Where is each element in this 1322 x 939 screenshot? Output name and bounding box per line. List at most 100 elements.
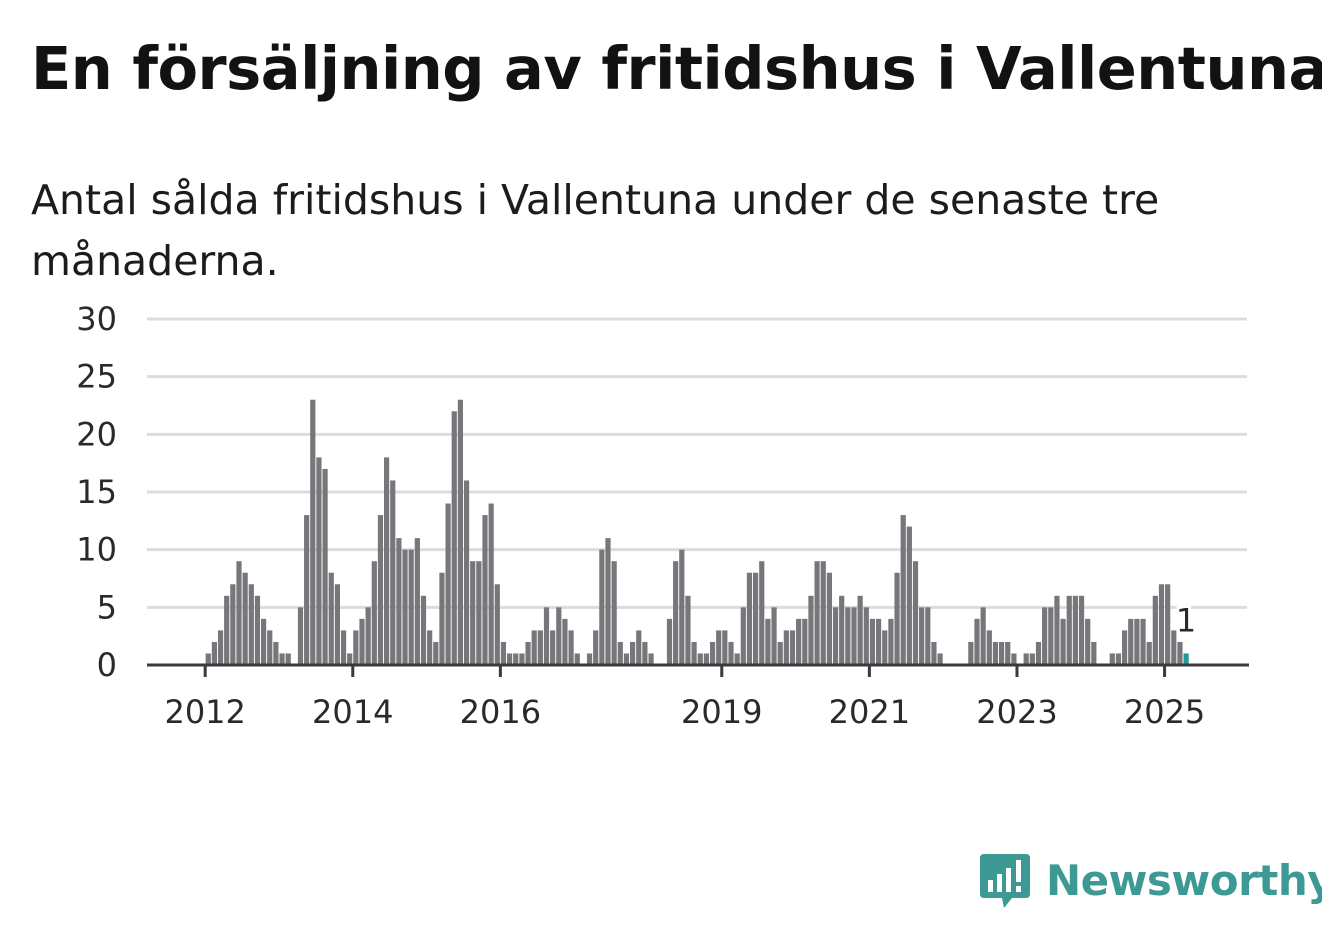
bar [470,561,476,665]
y-tick-label-15: 15 [76,473,117,511]
bar [611,561,617,665]
bar [236,561,242,665]
bar [876,618,882,665]
bar [550,630,556,665]
bar [390,480,396,665]
brand-name: Newsworthy [1046,855,1322,905]
bar [562,618,568,665]
bar [1177,641,1183,665]
bar [525,641,531,665]
bar [482,515,488,665]
bar [304,515,310,665]
bar [673,561,679,665]
bar [820,561,826,665]
bar [297,607,304,665]
x-axis: 2012 2014 2016 2019 2021 2023 2025 [164,665,1205,731]
x-tick-label-2019: 2019 [681,693,762,731]
bar [254,595,261,665]
bar [999,641,1005,665]
bar [414,538,420,665]
bar [777,641,783,665]
bar [802,618,808,665]
bar [556,607,562,665]
bar [1060,618,1066,665]
bar [1140,618,1146,665]
bar [507,653,513,665]
bar [340,630,347,665]
bar [771,607,777,665]
bar [968,641,974,665]
bar [666,618,673,665]
y-tick-label-20: 20 [76,415,117,453]
bar [722,630,728,665]
bar [980,607,986,665]
bar [261,618,267,665]
bar [433,641,439,665]
bar [832,607,839,665]
gridlines [147,317,1247,609]
bar [826,572,832,665]
bar [789,630,796,665]
y-axis: 0 5 10 15 20 25 30 [76,300,117,684]
bar [636,630,642,665]
newsworthy-logo-icon [980,854,1030,908]
bar [765,618,771,665]
bar [753,572,759,665]
bar [384,457,390,665]
bar [353,630,359,665]
bar [1146,641,1152,665]
bar [242,572,248,665]
bar [1011,653,1017,665]
y-tick-label-30: 30 [76,300,117,338]
bar [230,584,236,665]
bar [685,595,691,665]
newsworthy-brand[interactable]: Newsworthy [980,848,1322,912]
bar [691,641,697,665]
bar [599,549,605,665]
bar [703,653,709,665]
y-tick-label-5: 5 [97,588,117,626]
x-tick-label-2016: 2016 [460,693,541,731]
bar [992,641,999,665]
x-tick-label-2023: 2023 [976,693,1057,731]
bar [986,630,992,665]
bar [476,561,482,665]
bar [322,468,328,665]
bar [248,584,254,665]
bar [728,641,734,665]
bar [593,630,599,665]
bar [888,618,894,665]
bar [420,595,427,665]
bar [365,607,371,665]
bar [623,653,630,665]
bar [217,630,224,665]
bar [500,641,507,665]
bar [808,595,814,665]
bar [906,526,912,665]
bar [1171,630,1177,665]
bar [408,549,414,665]
bar [1109,653,1115,665]
annotations: 1 [1173,598,1199,642]
bar [267,630,273,665]
bar [814,561,820,665]
x-tick-label-2012: 2012 [164,693,245,731]
bar [439,572,445,665]
bar [1152,595,1158,665]
bar [1042,607,1048,665]
bar [513,653,519,665]
bar [1134,618,1140,665]
bar [328,572,334,665]
bar [709,641,716,665]
bar [279,653,285,665]
bars [205,399,1189,665]
bar [925,607,931,665]
bar [1115,653,1122,665]
last-value-annotation: 1 [1176,601,1196,639]
bar [451,411,457,665]
bar [931,641,937,665]
bar [310,399,316,665]
bar [371,561,377,665]
bar [857,595,863,665]
